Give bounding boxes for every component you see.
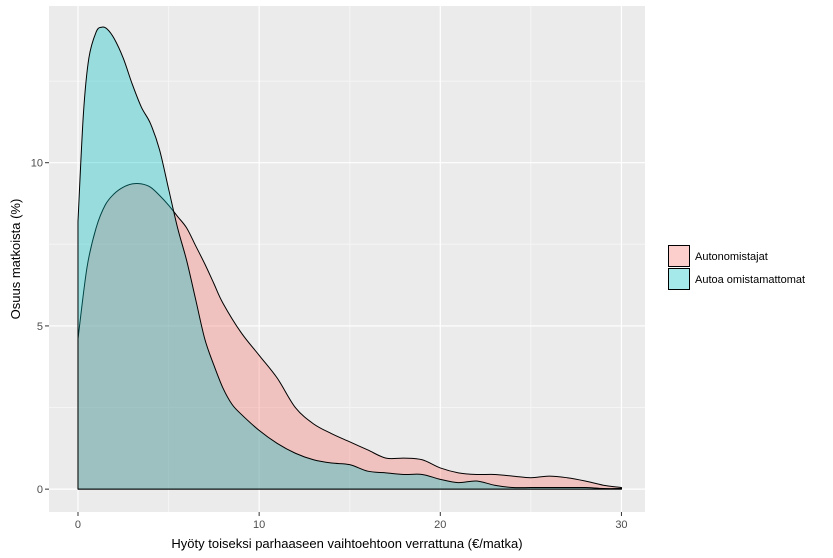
legend-key-bg — [668, 245, 690, 267]
y-axis-title: Osuus matkoista (%) — [8, 199, 23, 320]
legend-key-swatch — [668, 268, 690, 290]
legend-key-swatch — [668, 245, 690, 267]
density-area-series-1 — [77, 26, 622, 490]
x-tick-label: 20 — [434, 519, 446, 531]
y-tick-label: 0 — [37, 484, 43, 496]
legend: Autonomistajat Autoa omistamattomat — [668, 245, 805, 290]
x-axis: 0 10 20 30 — [75, 512, 628, 531]
density-areas — [77, 26, 622, 490]
legend-label: Autoa omistamattomat — [695, 274, 805, 286]
minor-gridlines — [49, 6, 645, 512]
y-axis: 0 5 10 — [31, 158, 49, 496]
x-tick-label: 30 — [615, 519, 627, 531]
legend-label: Autonomistajat — [695, 251, 768, 263]
x-tick-label: 0 — [75, 519, 81, 531]
y-tick-label: 10 — [31, 158, 43, 170]
x-tick-label: 10 — [253, 519, 265, 531]
density-area-series-0 — [77, 183, 622, 490]
x-axis-title: Hyöty toiseksi parhaaseen vaihtoehtoon v… — [171, 536, 522, 551]
y-tick-label: 5 — [37, 321, 43, 333]
plot-panel — [49, 6, 645, 512]
legend-key-bg — [668, 268, 690, 290]
